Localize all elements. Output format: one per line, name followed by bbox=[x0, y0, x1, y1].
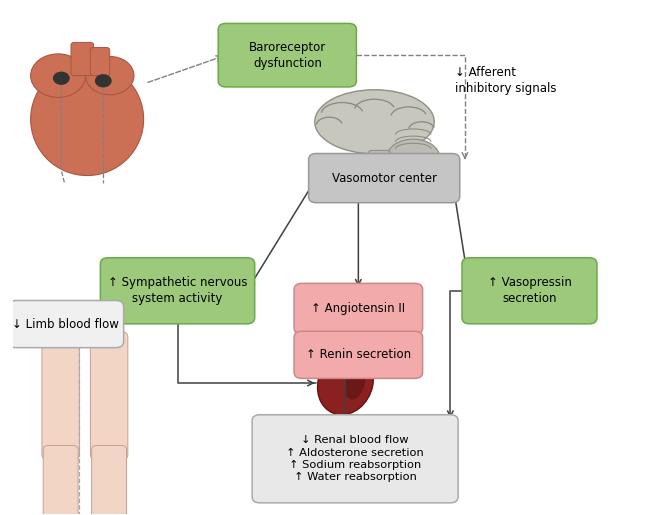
Text: Vasomotor center: Vasomotor center bbox=[332, 171, 437, 184]
FancyBboxPatch shape bbox=[294, 283, 422, 334]
FancyBboxPatch shape bbox=[42, 332, 79, 460]
FancyBboxPatch shape bbox=[8, 301, 123, 348]
Text: ↓ Afferent
inhibitory signals: ↓ Afferent inhibitory signals bbox=[455, 66, 556, 95]
Ellipse shape bbox=[86, 57, 134, 95]
FancyBboxPatch shape bbox=[100, 258, 255, 324]
Text: ↓ Limb blood flow: ↓ Limb blood flow bbox=[13, 318, 119, 331]
FancyBboxPatch shape bbox=[218, 23, 356, 87]
FancyBboxPatch shape bbox=[462, 258, 597, 324]
Text: ↑ Renin secretion: ↑ Renin secretion bbox=[306, 348, 411, 362]
FancyBboxPatch shape bbox=[44, 445, 78, 515]
Text: ↑ Angiotensin II: ↑ Angiotensin II bbox=[312, 302, 405, 315]
FancyBboxPatch shape bbox=[369, 150, 390, 175]
Text: ↓ Renal blood flow
↑ Aldosterone secretion
↑ Sodium reabsorption
↑ Water reabsor: ↓ Renal blood flow ↑ Aldosterone secreti… bbox=[286, 435, 424, 483]
FancyBboxPatch shape bbox=[309, 153, 460, 203]
Text: ↑ Sympathetic nervous
system activity: ↑ Sympathetic nervous system activity bbox=[108, 276, 248, 305]
FancyBboxPatch shape bbox=[92, 445, 127, 515]
Text: ↑ Vasopressin
secretion: ↑ Vasopressin secretion bbox=[488, 276, 572, 305]
FancyBboxPatch shape bbox=[90, 47, 110, 76]
FancyBboxPatch shape bbox=[71, 42, 94, 76]
Ellipse shape bbox=[317, 338, 345, 354]
Ellipse shape bbox=[345, 367, 366, 400]
Circle shape bbox=[95, 74, 112, 88]
Ellipse shape bbox=[315, 90, 434, 154]
Ellipse shape bbox=[30, 63, 144, 176]
Ellipse shape bbox=[387, 139, 440, 176]
Ellipse shape bbox=[317, 351, 374, 415]
FancyBboxPatch shape bbox=[90, 332, 128, 460]
Text: Baroreceptor
dysfunction: Baroreceptor dysfunction bbox=[249, 41, 326, 70]
Ellipse shape bbox=[30, 54, 86, 97]
Circle shape bbox=[53, 72, 70, 85]
FancyBboxPatch shape bbox=[252, 415, 458, 503]
FancyBboxPatch shape bbox=[294, 331, 422, 379]
